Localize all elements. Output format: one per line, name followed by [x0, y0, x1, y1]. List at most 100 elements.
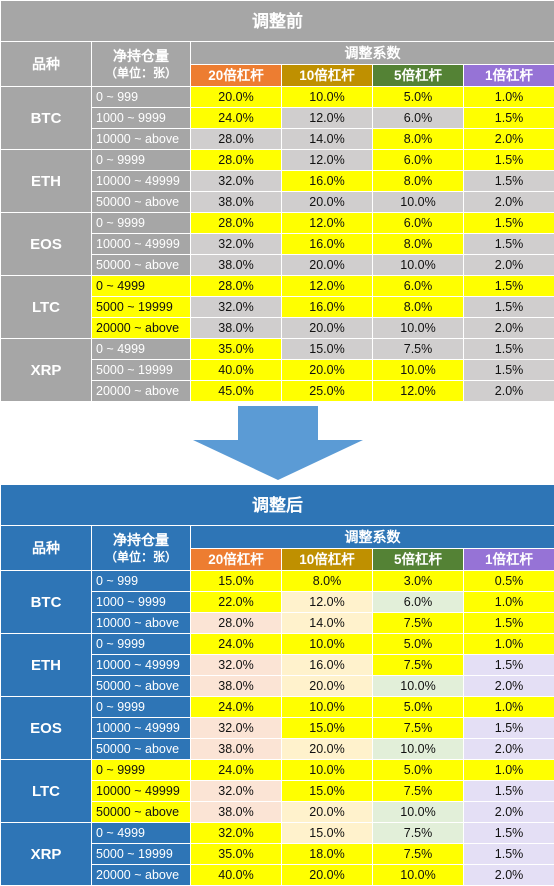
coefficient-cell: 20.0%	[282, 802, 373, 823]
coin-label: BTC	[1, 571, 92, 634]
coefficient-cell: 1.5%	[464, 150, 554, 171]
position-range: 5000 ~ 19999	[92, 360, 191, 381]
coefficient-cell: 1.0%	[464, 87, 554, 108]
coefficient-cell: 3.0%	[373, 571, 464, 592]
coefficient-cell: 2.0%	[464, 381, 554, 402]
coefficient-cell: 1.5%	[464, 360, 554, 381]
coefficient-cell: 10.0%	[373, 676, 464, 697]
position-range: 0 ~ 999	[92, 87, 191, 108]
coin-label: ETH	[1, 634, 92, 697]
coin-label: EOS	[1, 697, 92, 760]
position-range: 0 ~ 9999	[92, 697, 191, 718]
coefficient-cell: 10.0%	[373, 802, 464, 823]
coefficient-cell: 20.0%	[282, 865, 373, 886]
position-range: 50000 ~ above	[92, 802, 191, 823]
coefficient-cell: 5.0%	[373, 697, 464, 718]
coefficient-cell: 15.0%	[282, 823, 373, 844]
lev-5x-header: 5倍杠杆	[373, 549, 464, 571]
position-range: 0 ~ 4999	[92, 823, 191, 844]
coefficient-cell: 40.0%	[191, 360, 282, 381]
coefficient-cell: 6.0%	[373, 213, 464, 234]
position-range: 0 ~ 4999	[92, 339, 191, 360]
coefficient-cell: 15.0%	[282, 781, 373, 802]
position-range: 20000 ~ above	[92, 318, 191, 339]
coefficient-cell: 14.0%	[282, 613, 373, 634]
coefficient-cell: 1.5%	[464, 171, 554, 192]
coefficient-cell: 16.0%	[282, 297, 373, 318]
coefficient-cell: 12.0%	[282, 592, 373, 613]
coefficient-cell: 28.0%	[191, 613, 282, 634]
coefficient-cell: 20.0%	[282, 255, 373, 276]
coefficient-cell: 12.0%	[282, 150, 373, 171]
coefficient-cell: 24.0%	[191, 697, 282, 718]
coefficient-cell: 10.0%	[373, 865, 464, 886]
coefficient-cell: 8.0%	[373, 234, 464, 255]
coin-label: LTC	[1, 276, 92, 339]
coefficient-cell: 6.0%	[373, 592, 464, 613]
coefficient-cell: 38.0%	[191, 192, 282, 213]
coefficient-cell: 40.0%	[191, 865, 282, 886]
coefficient-cell: 38.0%	[191, 802, 282, 823]
coefficient-cell: 8.0%	[282, 571, 373, 592]
position-range: 5000 ~ 19999	[92, 844, 191, 865]
coefficient-cell: 32.0%	[191, 297, 282, 318]
lev-1x-header: 1倍杠杆	[464, 65, 554, 87]
position-range: 0 ~ 9999	[92, 213, 191, 234]
coefficient-cell: 1.5%	[464, 276, 554, 297]
coefficient-cell: 10.0%	[373, 192, 464, 213]
position-header: 净持仓量 （单位：张）	[92, 526, 191, 571]
coefficient-cell: 2.0%	[464, 676, 554, 697]
position-range: 10000 ~ 49999	[92, 718, 191, 739]
coefficient-cell: 38.0%	[191, 739, 282, 760]
coefficient-cell: 0.5%	[464, 571, 554, 592]
coefficient-cell: 35.0%	[191, 339, 282, 360]
coefficient-cell: 5.0%	[373, 760, 464, 781]
coefficient-cell: 1.5%	[464, 108, 554, 129]
coefficient-cell: 38.0%	[191, 676, 282, 697]
coefficient-cell: 2.0%	[464, 865, 554, 886]
coefficient-cell: 45.0%	[191, 381, 282, 402]
position-range: 10000 ~ 49999	[92, 781, 191, 802]
coefficient-cell: 7.5%	[373, 339, 464, 360]
coefficient-cell: 12.0%	[282, 108, 373, 129]
coefficient-cell: 7.5%	[373, 613, 464, 634]
coefficient-cell: 2.0%	[464, 739, 554, 760]
coefficient-cell: 2.0%	[464, 192, 554, 213]
coefficient-cell: 28.0%	[191, 213, 282, 234]
coefficient-cell: 24.0%	[191, 760, 282, 781]
coefficient-cell: 8.0%	[373, 129, 464, 150]
coefficient-cell: 5.0%	[373, 87, 464, 108]
coefficient-header: 调整系数	[191, 42, 554, 65]
position-range: 0 ~ 9999	[92, 760, 191, 781]
coefficient-cell: 10.0%	[373, 318, 464, 339]
position-header: 净持仓量 （单位：张）	[92, 42, 191, 87]
position-unit-label: （单位：张）	[92, 551, 190, 563]
coin-label: XRP	[1, 339, 92, 402]
coefficient-cell: 20.0%	[282, 360, 373, 381]
position-range: 1000 ~ 9999	[92, 592, 191, 613]
coefficient-cell: 7.5%	[373, 844, 464, 865]
position-range: 10000 ~ 49999	[92, 234, 191, 255]
coefficient-cell: 18.0%	[282, 844, 373, 865]
position-range: 0 ~ 9999	[92, 150, 191, 171]
coefficient-cell: 20.0%	[282, 318, 373, 339]
after-title: 调整后	[1, 485, 554, 526]
coefficient-cell: 6.0%	[373, 108, 464, 129]
coefficient-cell: 1.5%	[464, 339, 554, 360]
coefficient-cell: 10.0%	[282, 760, 373, 781]
position-range: 10000 ~ above	[92, 613, 191, 634]
lev-10x-header: 10倍杠杆	[282, 549, 373, 571]
coefficient-cell: 10.0%	[282, 634, 373, 655]
coefficient-cell: 1.5%	[464, 213, 554, 234]
coefficient-cell: 2.0%	[464, 802, 554, 823]
coefficient-cell: 32.0%	[191, 781, 282, 802]
lev-1x-header: 1倍杠杆	[464, 549, 554, 571]
